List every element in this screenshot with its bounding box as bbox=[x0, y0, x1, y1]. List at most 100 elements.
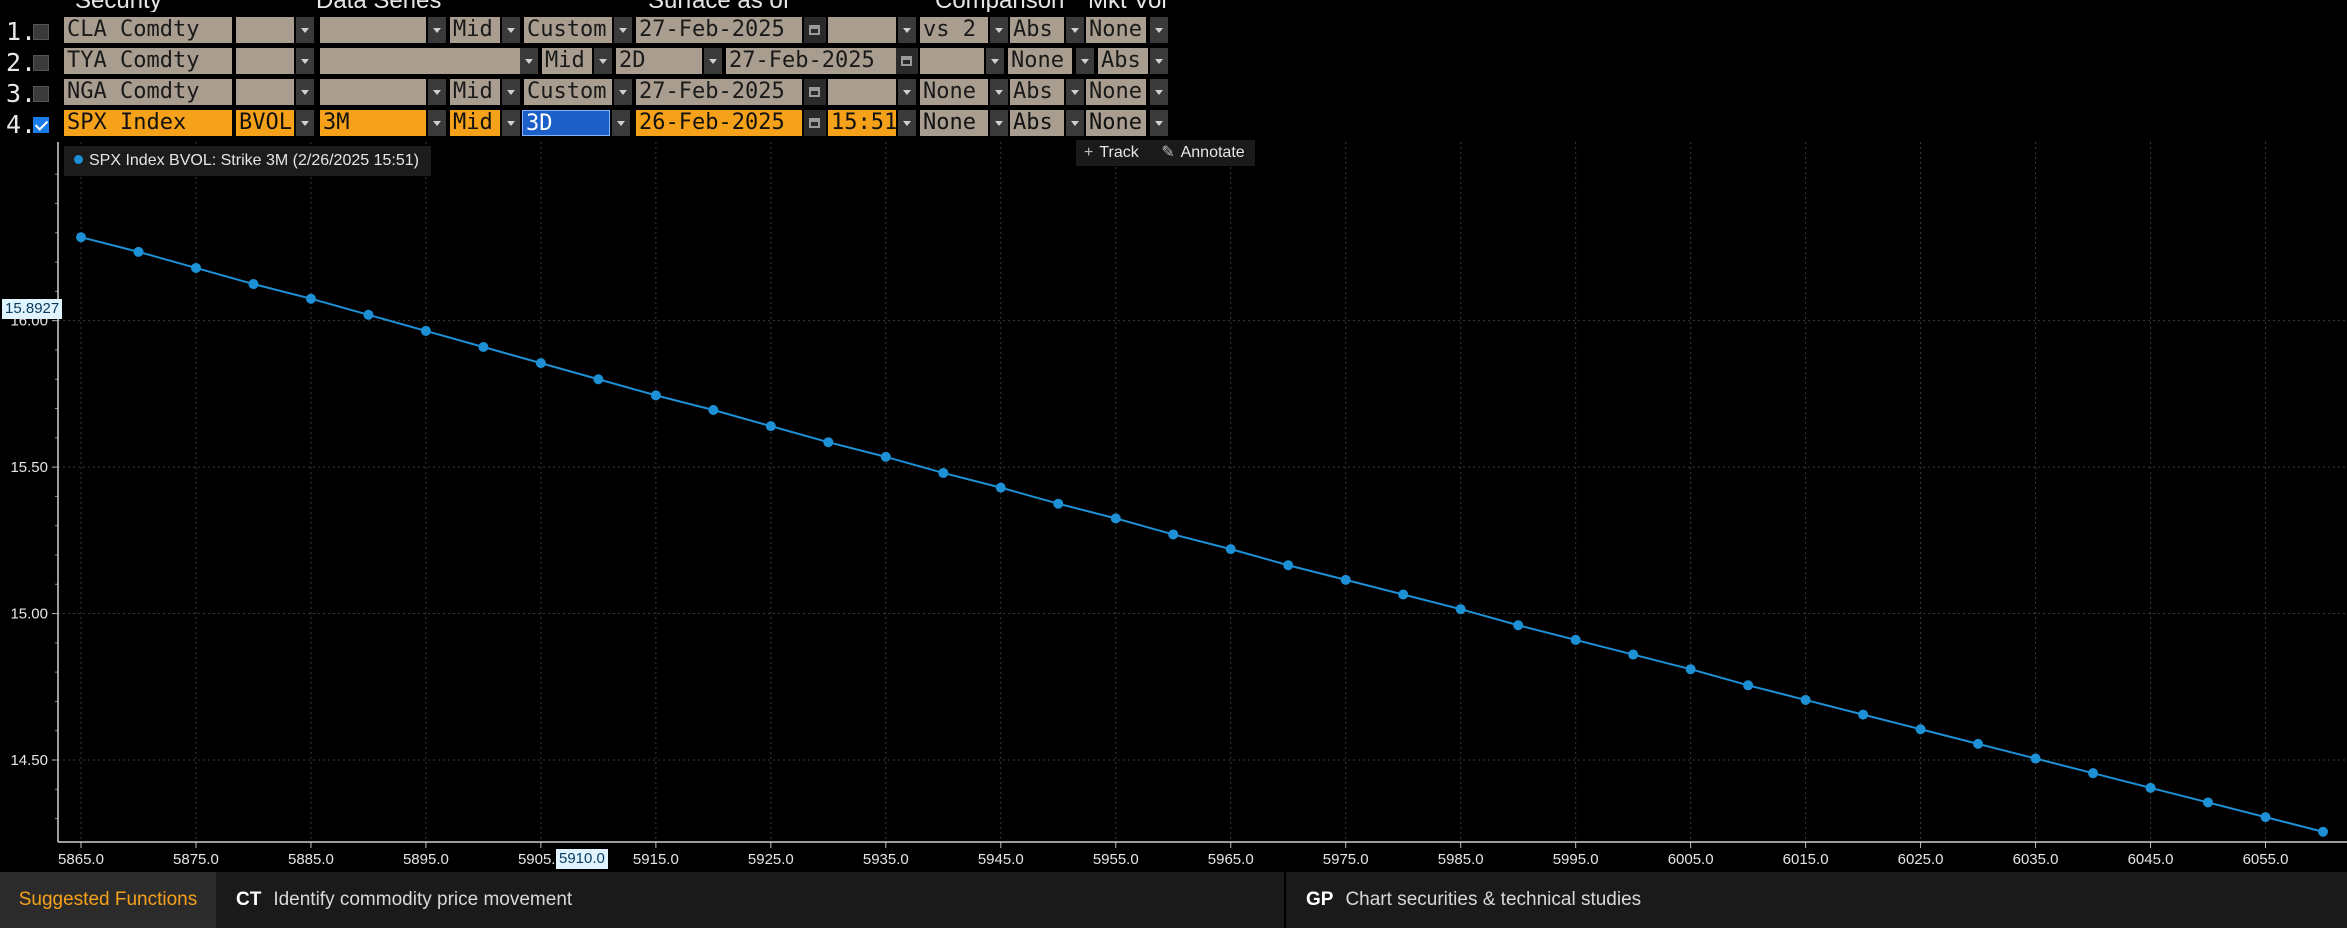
cursor-y-readout: 15.8927 bbox=[2, 299, 63, 319]
field-input[interactable]: BVOL bbox=[236, 110, 294, 136]
dropdown-chevron-icon[interactable] bbox=[898, 110, 916, 136]
dropdown-chevron-icon[interactable] bbox=[990, 17, 1008, 43]
field-input-selected[interactable]: 3D bbox=[522, 110, 610, 136]
grid-row: 1. CLA Comdty Mid Custom 27-Feb-2025 vs … bbox=[0, 16, 1180, 46]
dropdown-chevron-icon[interactable] bbox=[296, 110, 314, 136]
field-input[interactable]: Mid bbox=[542, 48, 592, 74]
field-input[interactable]: Custom bbox=[524, 17, 612, 43]
x-tick-label: 5945.0 bbox=[978, 851, 1024, 868]
time-field[interactable]: 15:51 bbox=[828, 110, 896, 136]
field-input[interactable] bbox=[320, 79, 426, 105]
field-input[interactable]: Mid bbox=[450, 110, 500, 136]
annotate-button[interactable]: ✎ Annotate bbox=[1153, 140, 1254, 166]
dropdown-chevron-icon[interactable] bbox=[296, 48, 314, 74]
calendar-icon[interactable] bbox=[896, 48, 918, 74]
dropdown-chevron-icon[interactable] bbox=[296, 17, 314, 43]
row-checkbox[interactable] bbox=[33, 86, 49, 102]
field-input[interactable]: Mid bbox=[450, 79, 500, 105]
dropdown-chevron-icon[interactable] bbox=[1150, 17, 1168, 43]
dropdown-chevron-icon[interactable] bbox=[614, 17, 632, 43]
field-input[interactable]: Mid bbox=[450, 17, 500, 43]
field-input[interactable]: Abs bbox=[1010, 79, 1064, 105]
field-input[interactable]: None bbox=[1008, 48, 1072, 74]
date-field[interactable]: 27-Feb-2025 bbox=[636, 79, 802, 105]
suggested-functions-label[interactable]: Suggested Functions bbox=[0, 872, 216, 928]
security-field[interactable]: TYA Comdty bbox=[64, 48, 232, 74]
calendar-icon[interactable] bbox=[804, 110, 826, 136]
dropdown-chevron-icon[interactable] bbox=[1150, 110, 1168, 136]
data-point bbox=[593, 374, 604, 385]
data-point bbox=[1455, 604, 1466, 615]
dropdown-chevron-icon[interactable] bbox=[1066, 79, 1084, 105]
dropdown-chevron-icon[interactable] bbox=[1150, 48, 1168, 74]
field-input[interactable]: Abs bbox=[1010, 110, 1064, 136]
date-field[interactable]: 26-Feb-2025 bbox=[636, 110, 802, 136]
dropdown-chevron-icon[interactable] bbox=[520, 48, 538, 74]
dropdown-chevron-icon[interactable] bbox=[502, 17, 520, 43]
field-input[interactable]: None bbox=[920, 110, 988, 136]
field-input[interactable]: None bbox=[1086, 17, 1146, 43]
chart-area[interactable]: 5865.0 5875.0 5885.0 5895.0 5905.0 5915.0 5925… bbox=[0, 140, 2347, 872]
suggestion-ct[interactable]: CT Identify commodity price movement bbox=[236, 872, 572, 928]
data-point bbox=[305, 293, 316, 304]
row-checkbox-checked[interactable] bbox=[33, 117, 49, 133]
dropdown-chevron-icon[interactable] bbox=[990, 110, 1008, 136]
field-input[interactable]: None bbox=[1086, 79, 1146, 105]
row-checkbox[interactable] bbox=[33, 55, 49, 71]
field-input[interactable]: Custom bbox=[524, 79, 612, 105]
time-field[interactable] bbox=[828, 79, 896, 105]
field-input[interactable]: 2D bbox=[616, 48, 702, 74]
dropdown-chevron-icon[interactable] bbox=[1066, 17, 1084, 43]
field-input[interactable]: Abs bbox=[1098, 48, 1148, 74]
data-point bbox=[1973, 738, 1984, 749]
time-field[interactable] bbox=[828, 17, 896, 43]
calendar-icon[interactable] bbox=[804, 17, 826, 43]
security-field[interactable]: SPX Index bbox=[64, 110, 232, 136]
row-checkbox[interactable] bbox=[33, 24, 49, 40]
grid-row: 3. NGA Comdty Mid Custom 27-Feb-2025 Non… bbox=[0, 78, 1180, 108]
data-point bbox=[1398, 589, 1409, 600]
suggestion-gp[interactable]: GP Chart securities & technical studies bbox=[1306, 872, 1641, 928]
data-point bbox=[1110, 513, 1121, 524]
dropdown-chevron-icon[interactable] bbox=[990, 79, 1008, 105]
calendar-icon[interactable] bbox=[804, 79, 826, 105]
field-input[interactable]: None bbox=[920, 79, 988, 105]
field-input[interactable]: Abs bbox=[1010, 17, 1064, 43]
dropdown-chevron-icon[interactable] bbox=[594, 48, 612, 74]
dropdown-chevron-icon[interactable] bbox=[428, 110, 446, 136]
dropdown-chevron-icon[interactable] bbox=[428, 17, 446, 43]
line-chart[interactable]: 5865.0 5875.0 5885.0 5895.0 5905.0 5915.0 5925… bbox=[0, 142, 2347, 872]
field-input[interactable]: 3M bbox=[320, 110, 426, 136]
security-field[interactable]: NGA Comdty bbox=[64, 79, 232, 105]
dropdown-chevron-icon[interactable] bbox=[1066, 110, 1084, 136]
dropdown-chevron-icon[interactable] bbox=[502, 79, 520, 105]
time-field[interactable] bbox=[920, 48, 984, 74]
field-input[interactable] bbox=[320, 17, 426, 43]
field-input[interactable] bbox=[236, 79, 294, 105]
row-number: 4. bbox=[6, 110, 37, 139]
security-grid: Security Data Series Surface as of Compa… bbox=[0, 0, 1180, 142]
dropdown-chevron-icon[interactable] bbox=[612, 110, 630, 136]
dropdown-chevron-icon[interactable] bbox=[704, 48, 722, 74]
field-input[interactable] bbox=[236, 17, 294, 43]
date-field[interactable]: 27-Feb-2025 bbox=[726, 48, 898, 74]
grid-header: Security Data Series Surface as of Compa… bbox=[0, 0, 1180, 12]
dropdown-chevron-icon[interactable] bbox=[1150, 79, 1168, 105]
field-input[interactable] bbox=[236, 48, 294, 74]
dropdown-chevron-icon[interactable] bbox=[296, 79, 314, 105]
dropdown-chevron-icon[interactable] bbox=[986, 48, 1004, 74]
security-field[interactable]: CLA Comdty bbox=[64, 17, 232, 43]
field-input[interactable]: None bbox=[1086, 110, 1146, 136]
grid-row: 2. TYA Comdty Mid 2D 27-Feb-2025 None Ab… bbox=[0, 47, 1180, 77]
dropdown-chevron-icon[interactable] bbox=[502, 110, 520, 136]
chart-legend[interactable]: SPX Index BVOL: Strike 3M (2/26/2025 15:… bbox=[64, 146, 431, 176]
date-field[interactable]: 27-Feb-2025 bbox=[636, 17, 802, 43]
dropdown-chevron-icon[interactable] bbox=[898, 17, 916, 43]
dropdown-chevron-icon[interactable] bbox=[428, 79, 446, 105]
dropdown-chevron-icon[interactable] bbox=[1076, 48, 1094, 74]
dropdown-chevron-icon[interactable] bbox=[614, 79, 632, 105]
field-input[interactable]: vs 2 bbox=[920, 17, 988, 43]
field-input[interactable] bbox=[320, 48, 520, 74]
track-button[interactable]: + Track bbox=[1076, 140, 1149, 166]
dropdown-chevron-icon[interactable] bbox=[898, 79, 916, 105]
